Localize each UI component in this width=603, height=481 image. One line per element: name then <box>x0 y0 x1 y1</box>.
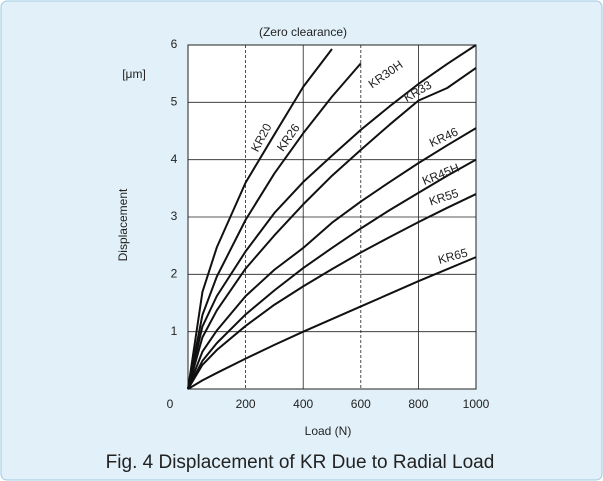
y-tick-label: 6 <box>171 37 178 51</box>
y-tick-label: 4 <box>171 152 178 166</box>
series-line <box>187 158 477 390</box>
series-line <box>187 48 333 390</box>
chart-title: (Zero clearance) <box>259 25 347 39</box>
series-line <box>187 62 362 390</box>
caption: Fig. 4 Displacement of KR Due to Radial … <box>106 452 495 473</box>
x-tick-label: 1000 <box>463 397 490 411</box>
x-tick-label: 200 <box>236 397 256 411</box>
series-line <box>187 67 477 390</box>
x-axis-label: Load (N) <box>305 424 352 438</box>
series-line <box>187 193 477 390</box>
series-line <box>187 44 477 390</box>
y-tick-label: 5 <box>171 95 178 109</box>
x-tick-label: 400 <box>293 397 313 411</box>
y-unit: [μm] <box>122 67 146 81</box>
plot-border <box>187 44 477 390</box>
series-line <box>187 256 477 390</box>
x-tick-label: 600 <box>351 397 371 411</box>
x-tick-label: 0 <box>167 397 174 411</box>
x-tick-label: 800 <box>408 397 428 411</box>
y-tick-label: 3 <box>171 209 178 223</box>
y-tick-label: 1 <box>171 324 178 338</box>
y-axis-label: Displacement <box>116 188 130 261</box>
y-tick-label: 2 <box>171 267 178 281</box>
series-line <box>187 127 477 390</box>
